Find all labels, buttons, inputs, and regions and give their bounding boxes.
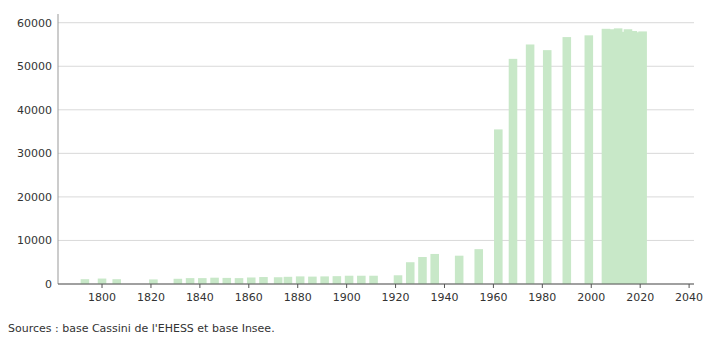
x-tick-label: 1840 bbox=[186, 291, 214, 304]
bar bbox=[247, 277, 256, 284]
x-tick bbox=[493, 284, 494, 288]
bar bbox=[333, 276, 342, 284]
y-tick-label: 0 bbox=[45, 278, 52, 291]
source-text: Sources : base Cassini de l'EHESS et bas… bbox=[8, 322, 275, 335]
bar bbox=[149, 279, 158, 284]
x-tick bbox=[591, 284, 592, 288]
x-tick-label: 1800 bbox=[88, 291, 116, 304]
bar bbox=[345, 276, 354, 284]
bar bbox=[186, 278, 195, 284]
bar bbox=[112, 279, 121, 284]
grid-line bbox=[58, 22, 694, 23]
bar bbox=[430, 254, 439, 284]
bar bbox=[602, 29, 611, 284]
bar bbox=[474, 249, 483, 284]
bar bbox=[198, 278, 207, 284]
bar bbox=[235, 278, 244, 284]
bar bbox=[296, 276, 305, 284]
x-tick-label: 1860 bbox=[235, 291, 263, 304]
grid-line bbox=[58, 240, 694, 241]
chart-svg: 0 10000 20000 30000 40000 50000 60000 1800 1820 1… bbox=[0, 0, 710, 340]
grid-line bbox=[58, 284, 694, 285]
x-tick-label: 1920 bbox=[382, 291, 410, 304]
bar bbox=[320, 276, 329, 284]
x-tick bbox=[542, 284, 543, 288]
bar bbox=[455, 256, 464, 284]
x-tick-label: 2040 bbox=[675, 291, 703, 304]
x-tick bbox=[102, 284, 103, 288]
grid-line bbox=[58, 109, 694, 110]
x-tick bbox=[640, 284, 641, 288]
x-tick-label: 2020 bbox=[626, 291, 654, 304]
bar bbox=[308, 277, 317, 284]
bar bbox=[585, 35, 594, 284]
bar bbox=[406, 262, 415, 284]
x-tick bbox=[297, 284, 298, 288]
bar bbox=[223, 278, 232, 284]
bar bbox=[563, 37, 572, 284]
y-axis-line bbox=[58, 14, 59, 284]
x-tick-label: 1900 bbox=[333, 291, 361, 304]
bar bbox=[638, 31, 647, 284]
bar bbox=[98, 279, 107, 284]
y-tick-label: 60000 bbox=[17, 17, 52, 30]
bars bbox=[81, 28, 647, 284]
grid-line bbox=[58, 66, 694, 67]
x-tick bbox=[689, 284, 690, 288]
y-tick-label: 30000 bbox=[17, 147, 52, 160]
bar bbox=[418, 257, 427, 284]
bar bbox=[357, 276, 366, 284]
x-tick bbox=[444, 284, 445, 288]
y-grid bbox=[58, 23, 694, 284]
bar bbox=[394, 275, 403, 284]
bar bbox=[543, 50, 552, 284]
bar bbox=[259, 277, 268, 284]
x-tick bbox=[248, 284, 249, 288]
x-tick bbox=[150, 284, 151, 288]
x-tick-label: 1960 bbox=[479, 291, 507, 304]
x-tick-label: 1820 bbox=[137, 291, 165, 304]
x-tick bbox=[395, 284, 396, 288]
y-tick-label: 40000 bbox=[17, 104, 52, 117]
x-tick-label: 1940 bbox=[430, 291, 458, 304]
bar bbox=[81, 279, 90, 284]
x-axis-line bbox=[58, 284, 694, 285]
bar bbox=[509, 59, 518, 284]
y-tick-label: 10000 bbox=[17, 234, 52, 247]
x-tick-label: 2000 bbox=[577, 291, 605, 304]
bar bbox=[369, 276, 378, 284]
bar bbox=[210, 278, 219, 284]
x-tick bbox=[199, 284, 200, 288]
y-tick-label: 20000 bbox=[17, 191, 52, 204]
x-tick-label: 1980 bbox=[528, 291, 556, 304]
x-tick-label: 1880 bbox=[284, 291, 312, 304]
bar bbox=[284, 277, 293, 284]
x-tick bbox=[346, 284, 347, 288]
grid-line bbox=[58, 153, 694, 154]
y-tick-label: 50000 bbox=[17, 60, 52, 73]
grid-line bbox=[58, 196, 694, 197]
bar bbox=[494, 129, 503, 284]
bar bbox=[174, 279, 183, 284]
chart-container: 0 10000 20000 30000 40000 50000 60000 1800 1820 1… bbox=[0, 0, 710, 340]
bar bbox=[274, 277, 283, 284]
bar bbox=[526, 44, 535, 284]
